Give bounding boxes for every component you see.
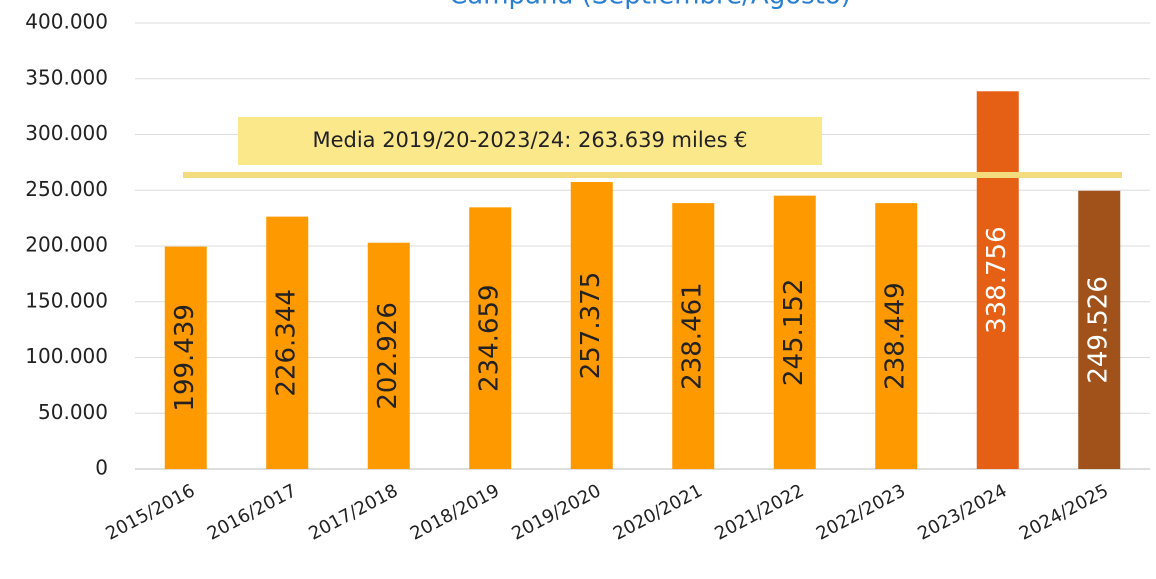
- x-tick-label: 2020/2021: [610, 480, 706, 544]
- value-label: 238.461: [678, 282, 708, 390]
- average-label-box: [238, 117, 822, 165]
- y-tick-label: 350.000: [25, 65, 108, 89]
- bar: [976, 91, 1019, 470]
- x-tick-label: 2022/2023: [813, 480, 909, 544]
- chart-title: Campaña (Septiembre/Agosto): [449, 0, 851, 11]
- bar: [469, 207, 512, 469]
- bar: [1078, 190, 1121, 469]
- value-label: 338.756: [982, 226, 1012, 334]
- value-label: 245.152: [779, 279, 809, 387]
- x-tick-label: 2015/2016: [102, 480, 198, 544]
- y-tick-label: 300.000: [25, 121, 108, 145]
- x-tick-label: 2021/2022: [711, 480, 807, 544]
- value-label: 226.344: [272, 289, 302, 397]
- y-tick-label: 100.000: [25, 344, 108, 368]
- y-tick-label: 250.000: [25, 177, 108, 201]
- x-tick-label: 2023/2024: [914, 480, 1010, 544]
- average-label: Media 2019/20-2023/24: 263.639 miles €: [312, 128, 747, 152]
- value-label: 238.449: [881, 282, 911, 390]
- x-tick-label: 2018/2019: [407, 480, 503, 544]
- y-tick-label: 200.000: [25, 233, 108, 257]
- bar: [367, 242, 410, 469]
- bar: [266, 216, 309, 469]
- value-label: 257.375: [576, 272, 606, 380]
- bar: [875, 203, 918, 469]
- value-label: 199.439: [170, 304, 200, 412]
- y-tick-label: 50.000: [38, 400, 108, 424]
- x-tick-label: 2016/2017: [204, 480, 300, 544]
- y-tick-label: 0: [95, 456, 108, 480]
- bar: [672, 203, 715, 470]
- bar: [164, 246, 207, 469]
- x-tick-label: 2017/2018: [305, 480, 401, 544]
- y-tick-label: 400.000: [25, 10, 108, 34]
- bar: [773, 195, 816, 469]
- bar: [570, 182, 613, 470]
- value-label: 234.659: [475, 284, 505, 392]
- value-label: 202.926: [373, 302, 403, 410]
- x-tick-label: 2024/2025: [1016, 480, 1112, 544]
- x-tick-label: 2019/2020: [508, 480, 604, 544]
- y-tick-label: 150.000: [25, 288, 108, 312]
- value-label: 249.526: [1084, 276, 1114, 384]
